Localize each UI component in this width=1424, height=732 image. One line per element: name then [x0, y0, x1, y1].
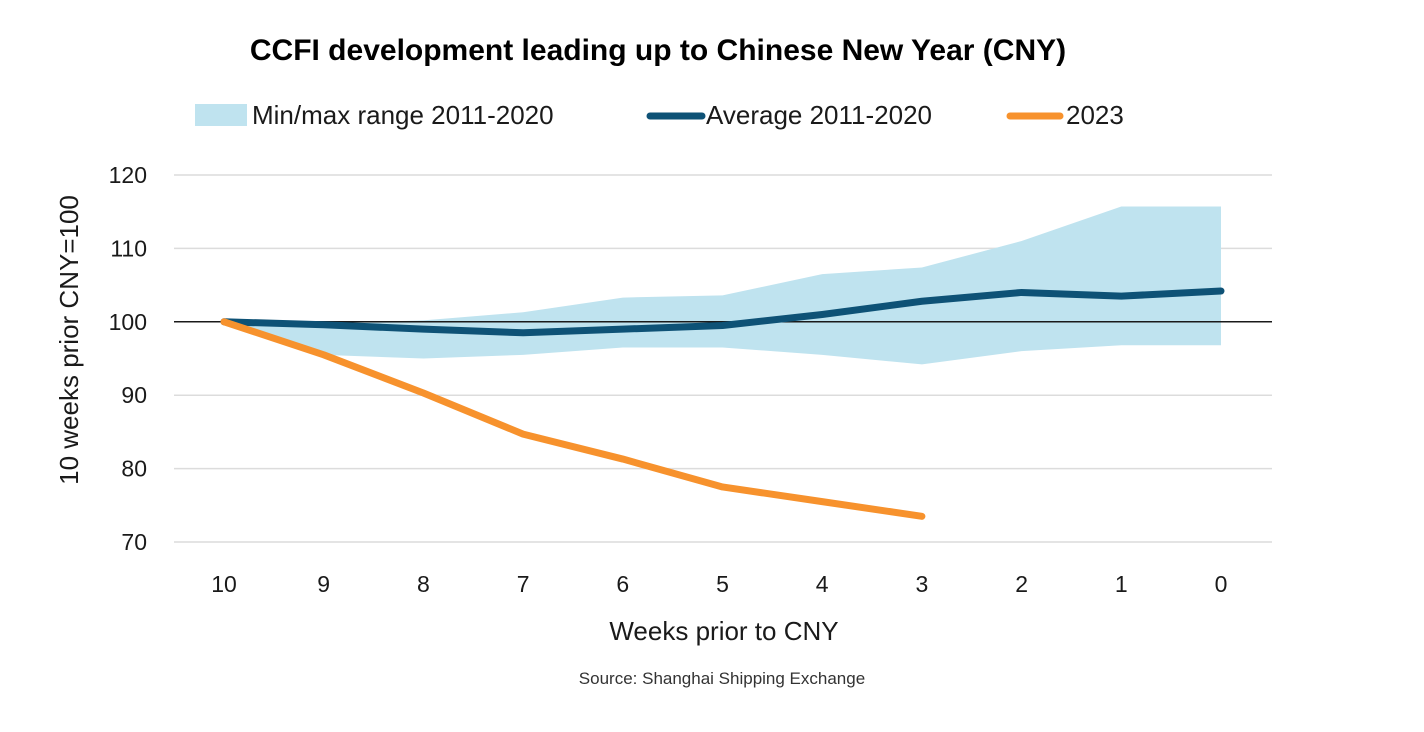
x-tick-label: 3	[916, 571, 929, 597]
band-layer	[224, 206, 1221, 365]
series-layer	[220, 287, 1225, 520]
legend-label-2023: 2023	[1066, 100, 1124, 130]
x-tick-label: 10	[211, 571, 237, 597]
gridlines	[174, 174, 1272, 543]
legend-swatch-band	[195, 104, 247, 126]
legend-label-band: Min/max range 2011-2020	[252, 100, 554, 130]
source-note: Source: Shanghai Shipping Exchange	[579, 669, 865, 688]
y-tick-label: 100	[109, 309, 147, 335]
average-2011-2020-line	[220, 287, 1225, 337]
min-max-range-band	[224, 206, 1221, 365]
x-tick-label: 9	[317, 571, 330, 597]
x-tick-label: 2	[1015, 571, 1028, 597]
y-tick-label: 110	[110, 235, 147, 261]
y-tick-label: 80	[121, 456, 147, 482]
y-tick-label: 70	[121, 529, 147, 555]
chart-title: CCFI development leading up to Chinese N…	[250, 34, 1066, 67]
y-axis-ticks: 120 110 100 90 80 70	[109, 162, 147, 555]
y-tick-label: 120	[109, 162, 147, 188]
series-2023-line	[220, 318, 926, 520]
y-tick-label: 90	[121, 382, 147, 408]
x-tick-label: 0	[1215, 571, 1228, 597]
x-tick-label: 7	[517, 571, 530, 597]
legend-label-average: Average 2011-2020	[706, 100, 932, 130]
x-tick-label: 1	[1115, 571, 1128, 597]
x-axis-ticks: 10 9 8 7 6 5 4 3 2 1 0	[211, 571, 1227, 597]
legend: Min/max range 2011-2020 Average 2011-202…	[195, 100, 1124, 130]
x-tick-label: 6	[616, 571, 629, 597]
x-axis-label: Weeks prior to CNY	[609, 616, 838, 646]
x-tick-label: 5	[716, 571, 729, 597]
x-tick-label: 8	[417, 571, 430, 597]
y-axis-label: 10 weeks prior CNY=100	[54, 195, 84, 485]
x-tick-label: 4	[816, 571, 829, 597]
